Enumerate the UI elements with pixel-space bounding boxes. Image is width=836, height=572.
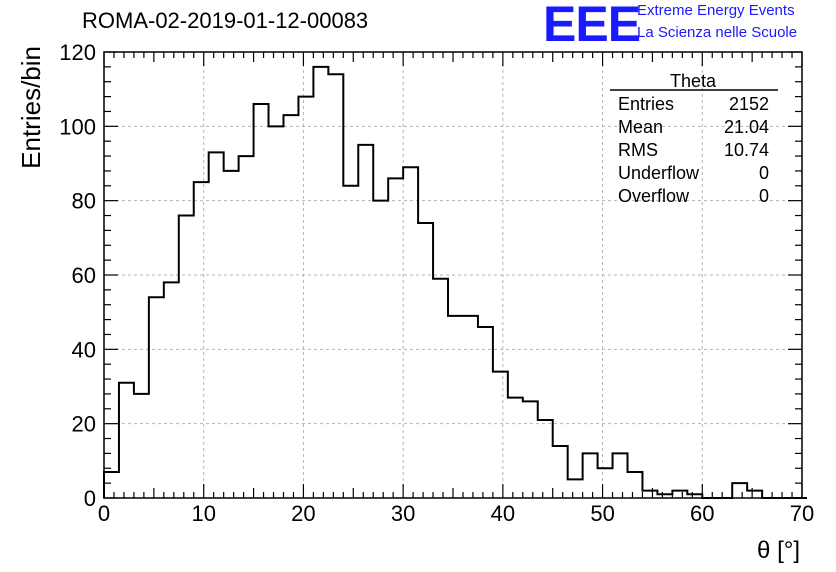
stats-value: 21.04 bbox=[724, 117, 769, 137]
stats-value: 2152 bbox=[729, 94, 769, 114]
histogram-bin bbox=[508, 398, 523, 498]
histogram-bin bbox=[283, 115, 298, 498]
y-tick-label: 120 bbox=[59, 40, 96, 65]
stats-label: Underflow bbox=[618, 163, 700, 183]
y-tick-label: 0 bbox=[84, 486, 96, 511]
y-tick-label: 100 bbox=[59, 114, 96, 139]
histogram-bin bbox=[104, 472, 119, 498]
y-axis-label: Entries/bin bbox=[16, 46, 46, 169]
x-tick-label: 20 bbox=[291, 501, 315, 526]
x-axis-label: θ [°] bbox=[757, 537, 800, 564]
histogram-bin bbox=[448, 316, 463, 498]
histogram-bin bbox=[119, 383, 134, 498]
histogram-bin bbox=[269, 126, 284, 498]
chart-title: ROMA-02-2019-01-12-00083 bbox=[82, 8, 369, 33]
axes-layer bbox=[103, 51, 803, 499]
x-tick-label: 50 bbox=[590, 501, 614, 526]
stats-label: Mean bbox=[618, 117, 663, 137]
x-tick-label: 10 bbox=[191, 501, 215, 526]
histogram-bin bbox=[194, 182, 209, 498]
y-tick-label: 60 bbox=[72, 263, 96, 288]
histogram-bin bbox=[463, 316, 478, 498]
histogram-bin bbox=[209, 152, 224, 498]
eee-logo: EEE bbox=[543, 0, 641, 52]
histogram-bin bbox=[134, 394, 149, 498]
histogram-bin bbox=[433, 279, 448, 498]
histogram-bin bbox=[538, 420, 553, 498]
stats-value: 0 bbox=[759, 163, 769, 183]
stats-value: 10.74 bbox=[724, 140, 769, 160]
histogram-bin bbox=[628, 472, 643, 498]
histogram-bin bbox=[298, 97, 313, 498]
stats-label: Overflow bbox=[618, 186, 690, 206]
histogram-bin bbox=[613, 453, 628, 498]
histogram-outline bbox=[103, 65, 807, 499]
tick-labels: 0 10 20 30 40 50 60 70 0 20 40 60 80 100 120 bbox=[59, 40, 814, 526]
x-tick-label: 40 bbox=[491, 501, 515, 526]
stats-box: Theta Entries 2152 Mean 21.04 RMS 10.74 Underf… bbox=[610, 71, 778, 206]
stats-value: 0 bbox=[759, 186, 769, 206]
histogram-bin bbox=[732, 483, 747, 498]
logo-line-2: La Scienza nelle Scuole bbox=[637, 24, 798, 41]
stats-title: Theta bbox=[670, 71, 717, 91]
x-tick-label: 30 bbox=[391, 501, 415, 526]
histogram-bin bbox=[403, 167, 418, 498]
histogram-bin bbox=[254, 104, 269, 498]
x-tick-label: 60 bbox=[690, 501, 714, 526]
logo-line-1: Extreme Energy Events bbox=[637, 2, 795, 19]
stats-label: Entries bbox=[618, 94, 674, 114]
histogram-bin bbox=[343, 186, 358, 498]
histogram-bin bbox=[358, 145, 373, 498]
histogram-bin bbox=[642, 491, 657, 498]
stats-label: RMS bbox=[618, 140, 658, 160]
grid-layer bbox=[104, 52, 802, 498]
y-tick-label: 40 bbox=[72, 337, 96, 362]
y-tick-label: 80 bbox=[72, 189, 96, 214]
x-tick-label: 70 bbox=[790, 501, 814, 526]
histogram-bin bbox=[388, 178, 403, 498]
histogram-bin bbox=[164, 282, 179, 498]
histogram-bin bbox=[418, 223, 433, 498]
histogram-bin bbox=[149, 297, 164, 498]
histogram-bin bbox=[568, 479, 583, 498]
histogram-bars bbox=[103, 65, 807, 499]
histogram-bin bbox=[747, 491, 762, 498]
y-tick-label: 20 bbox=[72, 412, 96, 437]
histogram-bin bbox=[598, 468, 613, 498]
histogram-bin bbox=[672, 491, 687, 498]
histogram-bin bbox=[239, 156, 254, 498]
histogram-bin bbox=[328, 74, 343, 498]
histogram-bin bbox=[478, 327, 493, 498]
histogram-bin bbox=[179, 216, 194, 498]
histogram-bin bbox=[493, 372, 508, 498]
histogram-bin bbox=[224, 171, 239, 498]
histogram-bin bbox=[553, 446, 568, 498]
histogram-bin bbox=[523, 401, 538, 498]
histogram-bin bbox=[313, 67, 328, 498]
histogram-bin bbox=[583, 453, 598, 498]
x-tick-label: 0 bbox=[98, 501, 110, 526]
